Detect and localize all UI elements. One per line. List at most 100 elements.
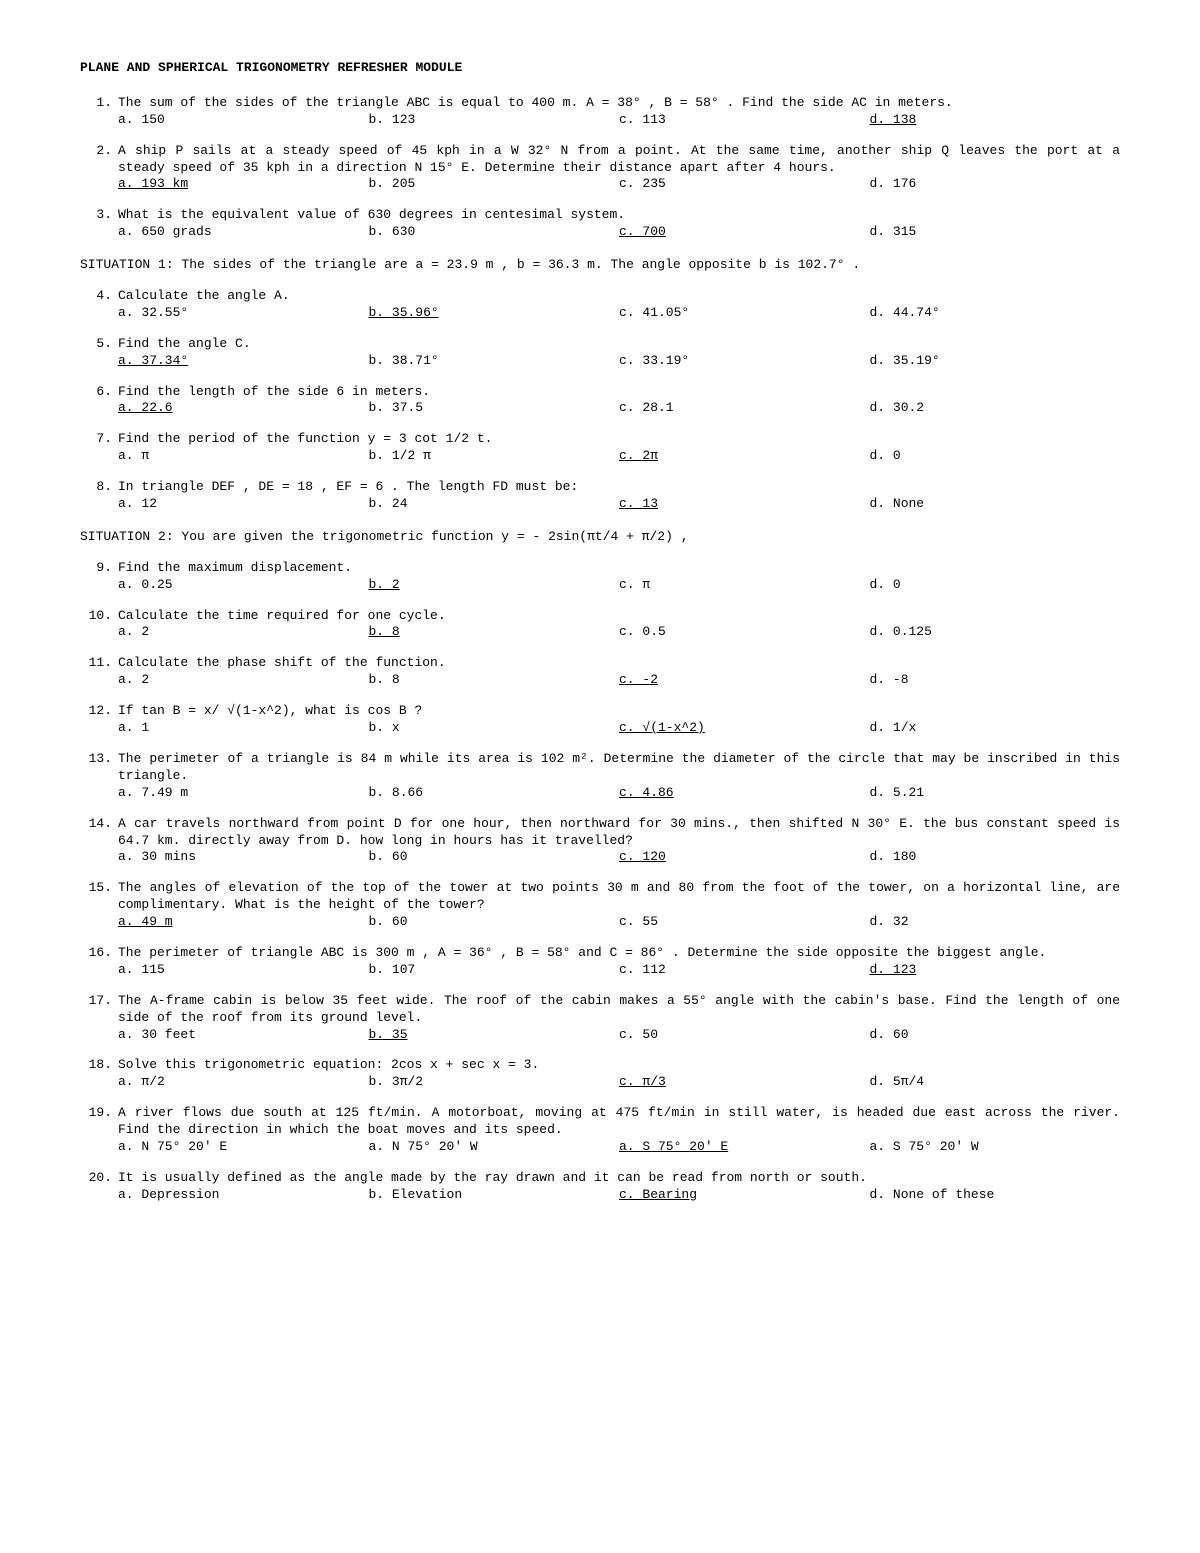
question-block: 10.Calculate the time required for one c… [80, 608, 1120, 642]
option: c. 235 [619, 176, 870, 193]
question-block: 17.The A-frame cabin is below 35 feet wi… [80, 993, 1120, 1044]
option: a. π/2 [118, 1074, 369, 1091]
option: b. x [369, 720, 620, 737]
options-row: a. 37.34° b. 38.71°c. 33.19° d. 35.19° [80, 353, 1120, 370]
option-label: b. 60 [369, 849, 408, 864]
page-title: PLANE AND SPHERICAL TRIGONOMETRY REFRESH… [80, 60, 1120, 77]
options-row: a. 32.55°b. 35.96°c. 41.05°d. 44.74° [80, 305, 1120, 322]
option-label: b. 1/2 π [369, 448, 431, 463]
option: d. 44.74° [870, 305, 1121, 322]
question-text: A river flows due south at 125 ft/min. A… [118, 1105, 1120, 1139]
option-label: b. 2 [369, 577, 400, 592]
option: a. 115 [118, 962, 369, 979]
question-block: 6.Find the length of the side 6 in meter… [80, 384, 1120, 418]
option: c. Bearing [619, 1187, 870, 1204]
option: d. 0 [870, 577, 1121, 594]
option: d. 138 [870, 112, 1121, 129]
option: a. S 75° 20' W [870, 1139, 1121, 1156]
question-block: 14.A car travels northward from point D … [80, 816, 1120, 867]
option-label: d. 32 [870, 914, 909, 929]
option-label: b. Elevation [369, 1187, 463, 1202]
option: d. None of these [870, 1187, 1121, 1204]
option: d. 5π/4 [870, 1074, 1121, 1091]
option-label: b. 630 [369, 224, 416, 239]
question-number: 9. [80, 560, 118, 577]
option-label: d. 35.19° [870, 353, 940, 368]
option: a. π [118, 448, 369, 465]
question-list: 1.The sum of the sides of the triangle A… [80, 95, 1120, 1204]
option: c. 33.19° [619, 353, 870, 370]
question-text: If tan B = x/ √(1-x^2), what is cos B ? [118, 703, 1120, 720]
option-label: b. 8.66 [369, 785, 424, 800]
question-number: 19. [80, 1105, 118, 1122]
option: a. 150 [118, 112, 369, 129]
option-label: d. None [870, 496, 925, 511]
option-label: a. 12 [118, 496, 157, 511]
option: a. 7.49 m [118, 785, 369, 802]
option: a. 30 feet [118, 1027, 369, 1044]
option: d. 0 [870, 448, 1121, 465]
question-number: 20. [80, 1170, 118, 1187]
option: c. 113 [619, 112, 870, 129]
question-block: 18.Solve this trigonometric equation: 2c… [80, 1057, 1120, 1091]
option-label: c. 13 [619, 496, 658, 511]
question-block: 2.A ship P sails at a steady speed of 45… [80, 143, 1120, 194]
question-block: 16.The perimeter of triangle ABC is 300 … [80, 945, 1120, 979]
option-label: a. 0.25 [118, 577, 173, 592]
options-row: a. πb. 1/2 πc. 2πd. 0 [80, 448, 1120, 465]
option: c. 13 [619, 496, 870, 513]
option-label: d. 315 [870, 224, 917, 239]
option-label: d. 30.2 [870, 400, 925, 415]
option: b. 205 [369, 176, 620, 193]
option: b. 1/2 π [369, 448, 620, 465]
options-row: a. 115b. 107c. 112d. 123 [80, 962, 1120, 979]
options-row: a. 49 mb. 60c. 55d. 32 [80, 914, 1120, 931]
option: a. N 75° 20' W [369, 1139, 620, 1156]
option: b. 123 [369, 112, 620, 129]
option: a. Depression [118, 1187, 369, 1204]
option: b. 60 [369, 849, 620, 866]
question-number: 13. [80, 751, 118, 768]
option-label: a. N 75° 20' E [118, 1139, 227, 1154]
question-text: Calculate the phase shift of the functio… [118, 655, 1120, 672]
option: c. π/3 [619, 1074, 870, 1091]
option-label: a. 49 m [118, 914, 173, 929]
option-label: c. 700 [619, 224, 666, 239]
option-label: a. 37.34° [118, 353, 188, 368]
option-label: d. None of these [870, 1187, 995, 1202]
option-label: d. 44.74° [870, 305, 940, 320]
option-label: d. -8 [870, 672, 909, 687]
options-row: a. 1b. xc. √(1-x^2)d. 1/x [80, 720, 1120, 737]
option-label: d. 0 [870, 448, 901, 463]
question-text: In triangle DEF , DE = 18 , EF = 6 . The… [118, 479, 1120, 496]
question-text: Find the period of the function y = 3 co… [118, 431, 1120, 448]
question-block: 12.If tan B = x/ √(1-x^2), what is cos B… [80, 703, 1120, 737]
option-label: c. 50 [619, 1027, 658, 1042]
question-number: 6. [80, 384, 118, 401]
option: a. 1 [118, 720, 369, 737]
option: a. 650 grads [118, 224, 369, 241]
options-row: a. 30 minsb. 60c. 120 d. 180 [80, 849, 1120, 866]
question-text: It is usually defined as the angle made … [118, 1170, 1120, 1187]
option: b. 37.5 [369, 400, 620, 417]
options-row: a. 2b. 8c. -2d. -8 [80, 672, 1120, 689]
option: c. 700 [619, 224, 870, 241]
option-label: c. 33.19° [619, 353, 689, 368]
option: b. 38.71° [369, 353, 620, 370]
option-label: a. π/2 [118, 1074, 165, 1089]
option-label: a. 32.55° [118, 305, 188, 320]
option: d. -8 [870, 672, 1121, 689]
option-label: c. 235 [619, 176, 666, 191]
option-label: a. N 75° 20' W [369, 1139, 478, 1154]
question-text: A ship P sails at a steady speed of 45 k… [118, 143, 1120, 177]
situation-text: SITUATION 2: You are given the trigonome… [80, 529, 1120, 546]
option-label: c. 0.5 [619, 624, 666, 639]
question-text: The perimeter of a triangle is 84 m whil… [118, 751, 1120, 785]
option: c. 112 [619, 962, 870, 979]
question-number: 1. [80, 95, 118, 112]
question-number: 4. [80, 288, 118, 305]
option: c. 55 [619, 914, 870, 931]
option: a. 2 [118, 672, 369, 689]
options-row: a. N 75° 20' E a. N 75° 20' W a. S 75° 20'… [80, 1139, 1120, 1156]
question-block: 4.Calculate the angle A.a. 32.55°b. 35.9… [80, 288, 1120, 322]
